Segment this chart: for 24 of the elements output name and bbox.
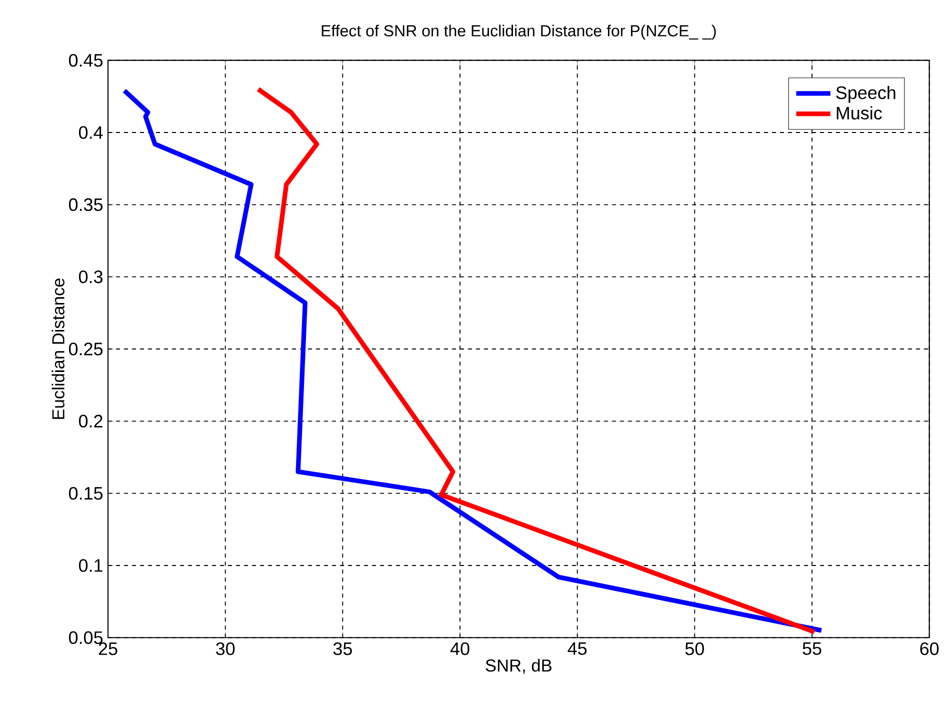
x-tick-label: 30 (216, 642, 235, 656)
chart-title: Effect of SNR on the Euclidian Distance for P(NZCE_ _) (322, 24, 716, 40)
y-tick-label: 0.35 (68, 198, 103, 212)
x-tick-label: 25 (98, 642, 118, 656)
x-axis-title: SNR, dB (486, 658, 552, 674)
y-tick-label: 0.3 (78, 270, 103, 284)
y-tick-label: 0.4 (78, 126, 103, 139)
y-tick-label: 0.2 (78, 414, 102, 428)
legend-label: Music (836, 106, 882, 120)
line-series (256, 86, 817, 634)
y-tick-label: 0.45 (68, 54, 103, 67)
y-tick-label: 0.05 (68, 631, 103, 644)
y-tick-label: 0.25 (68, 342, 103, 356)
x-tick-label: 55 (802, 642, 822, 655)
x-tick-label: 60 (920, 642, 939, 656)
x-tick-label: 35 (333, 642, 352, 656)
y-tick-label: 0.1 (78, 559, 102, 572)
line-series (122, 88, 824, 633)
x-tick-label: 50 (685, 642, 704, 656)
y-tick-label: 0.15 (68, 486, 103, 500)
y-axis-title: Euclidian Distance (52, 278, 64, 419)
x-tick-label: 45 (568, 642, 587, 655)
x-tick-label: 40 (450, 642, 470, 656)
legend-label: Speech (836, 86, 896, 103)
